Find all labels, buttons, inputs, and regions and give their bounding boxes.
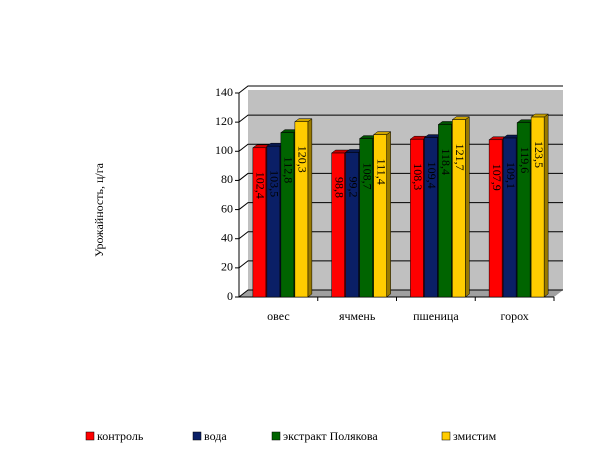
value-label: 123,5 <box>532 141 546 168</box>
bar <box>530 113 549 298</box>
value-label: 111,4 <box>374 159 388 185</box>
y-tick-label: 60 <box>221 201 233 215</box>
legend-marker <box>441 431 451 441</box>
legend-label: экстракт Полякова <box>283 429 378 443</box>
x-tick-label: овес <box>267 309 290 323</box>
y-tick-label: 0 <box>227 289 233 303</box>
value-label: 109,1 <box>504 162 518 189</box>
legend-marker <box>85 431 95 441</box>
bar-front <box>452 119 466 298</box>
x-tick-label: горох <box>500 309 528 323</box>
value-label: 112,8 <box>282 157 296 184</box>
y-axis-label: Урожайность, ц/га <box>92 162 106 257</box>
legend-label: змистим <box>453 429 497 443</box>
grid-line <box>238 114 563 123</box>
value-label: 109,4 <box>425 162 439 189</box>
y-tick-label: 40 <box>221 230 233 244</box>
bar-front <box>345 152 359 298</box>
bar-front <box>410 138 424 298</box>
value-label: 118,4 <box>439 148 453 175</box>
value-label: 120,3 <box>296 146 310 173</box>
plot-floor <box>239 290 563 297</box>
bar-front <box>438 124 452 298</box>
bar-front <box>294 121 309 298</box>
bar-front <box>331 152 345 298</box>
bar-front <box>530 116 545 298</box>
value-label: 121,7 <box>453 144 467 171</box>
y-tick-label: 80 <box>221 172 233 186</box>
value-label: 103,5 <box>268 170 282 197</box>
y-tick-label: 140 <box>215 85 233 99</box>
y-tick-label: 100 <box>215 143 233 157</box>
plot-wall <box>239 90 563 297</box>
value-label: 99,2 <box>346 176 360 197</box>
value-label: 119,6 <box>518 147 532 174</box>
legend-label: контроль <box>97 429 144 443</box>
bar-front <box>373 134 387 298</box>
legend-marker <box>271 431 281 441</box>
bar-front <box>502 137 517 298</box>
bar-side <box>386 131 391 298</box>
value-label: 107,9 <box>490 164 504 191</box>
bar-front <box>266 145 281 298</box>
x-tick-label: пшеница <box>413 309 459 323</box>
bar-front <box>252 147 267 298</box>
value-label: 108,7 <box>360 163 374 190</box>
y-tick-label: 20 <box>221 260 233 274</box>
value-label: 108,3 <box>411 163 425 190</box>
grid-line <box>238 85 563 94</box>
value-label: 102,4 <box>254 172 268 199</box>
bar <box>294 118 313 298</box>
bar-front <box>488 139 503 298</box>
bar-front <box>424 137 438 298</box>
bar-front <box>280 132 295 298</box>
legend-label: вода <box>204 429 227 443</box>
bar-front <box>516 122 531 298</box>
x-tick-label: ячмень <box>339 309 376 323</box>
bar <box>451 116 471 298</box>
value-label: 98,8 <box>332 177 346 198</box>
y-tick-label: 120 <box>215 114 233 128</box>
bar <box>372 131 392 298</box>
legend-marker <box>192 431 202 441</box>
bar-front <box>359 138 373 298</box>
